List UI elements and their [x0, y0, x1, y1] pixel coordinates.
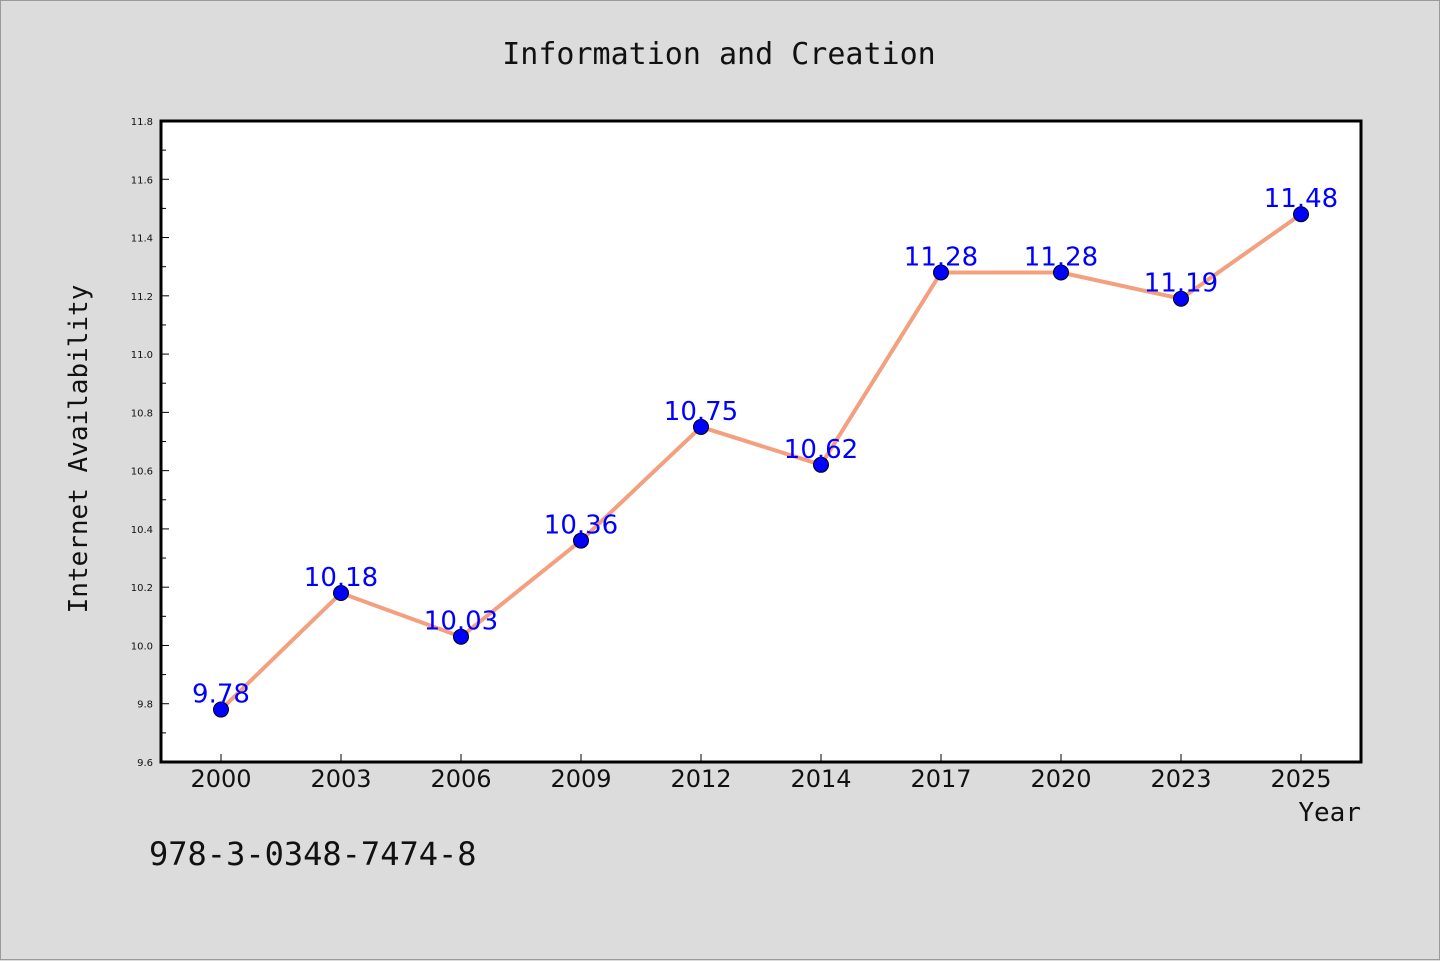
x-tick-label: 2009	[550, 765, 611, 793]
x-tick-label: 2017	[910, 765, 971, 793]
data-point	[573, 532, 589, 549]
series-line	[219, 212, 1303, 712]
data-label: 11.48	[1264, 184, 1338, 214]
y-tick-label: 10.2	[131, 583, 153, 594]
x-tick-label: 2012	[670, 765, 731, 793]
y-tick-label: 11.4	[131, 234, 153, 245]
data-label: 10.36	[544, 511, 618, 541]
y-tick-label: 11.0	[131, 350, 153, 361]
plot-area	[161, 121, 1361, 762]
y-tick-label: 10.4	[131, 525, 153, 536]
y-tick-label: 10.0	[131, 641, 153, 652]
y-tick-label: 9.6	[137, 758, 153, 769]
chart-title: Information and Creation	[502, 37, 935, 72]
x-tick-label: 2000	[190, 765, 251, 793]
data-point	[453, 628, 469, 645]
y-tick-label: 10.6	[131, 467, 153, 478]
y-axis-label: Internet Availability	[64, 285, 94, 614]
x-axis-label: Year	[1298, 798, 1361, 828]
data-label: 11.19	[1144, 269, 1218, 299]
data-label: 10.03	[424, 607, 498, 637]
data-point	[1173, 290, 1189, 307]
plot-frame	[159, 119, 1363, 764]
data-label: 11.28	[1024, 243, 1098, 273]
data-label: 11.28	[904, 243, 978, 273]
y-tick-label: 11.6	[131, 175, 153, 186]
data-point	[1053, 264, 1069, 281]
x-tick-label: 2014	[790, 765, 851, 793]
data-point	[333, 585, 349, 602]
data-point	[813, 456, 829, 473]
isbn-annotation: 978-3-0348-7474-8	[149, 835, 477, 873]
y-tick-label: 11.2	[131, 292, 153, 303]
data-point	[693, 418, 709, 435]
data-label: 9.78	[192, 680, 250, 710]
data-point	[1293, 206, 1309, 223]
x-tick-label: 2020	[1030, 765, 1091, 793]
data-label: 10.75	[664, 397, 738, 427]
data-point	[933, 264, 949, 281]
x-tick-label: 2023	[1150, 765, 1211, 793]
y-tick-label: 9.8	[137, 700, 153, 711]
y-tick-label: 11.8	[131, 117, 153, 128]
data-label: 10.62	[784, 435, 858, 465]
data-point	[213, 701, 229, 718]
y-tick-label: 10.8	[131, 408, 153, 419]
x-tick-label: 2006	[430, 765, 491, 793]
x-tick-label: 2003	[310, 765, 371, 793]
x-tick-label: 2025	[1270, 765, 1331, 793]
data-label: 10.18	[304, 563, 378, 593]
